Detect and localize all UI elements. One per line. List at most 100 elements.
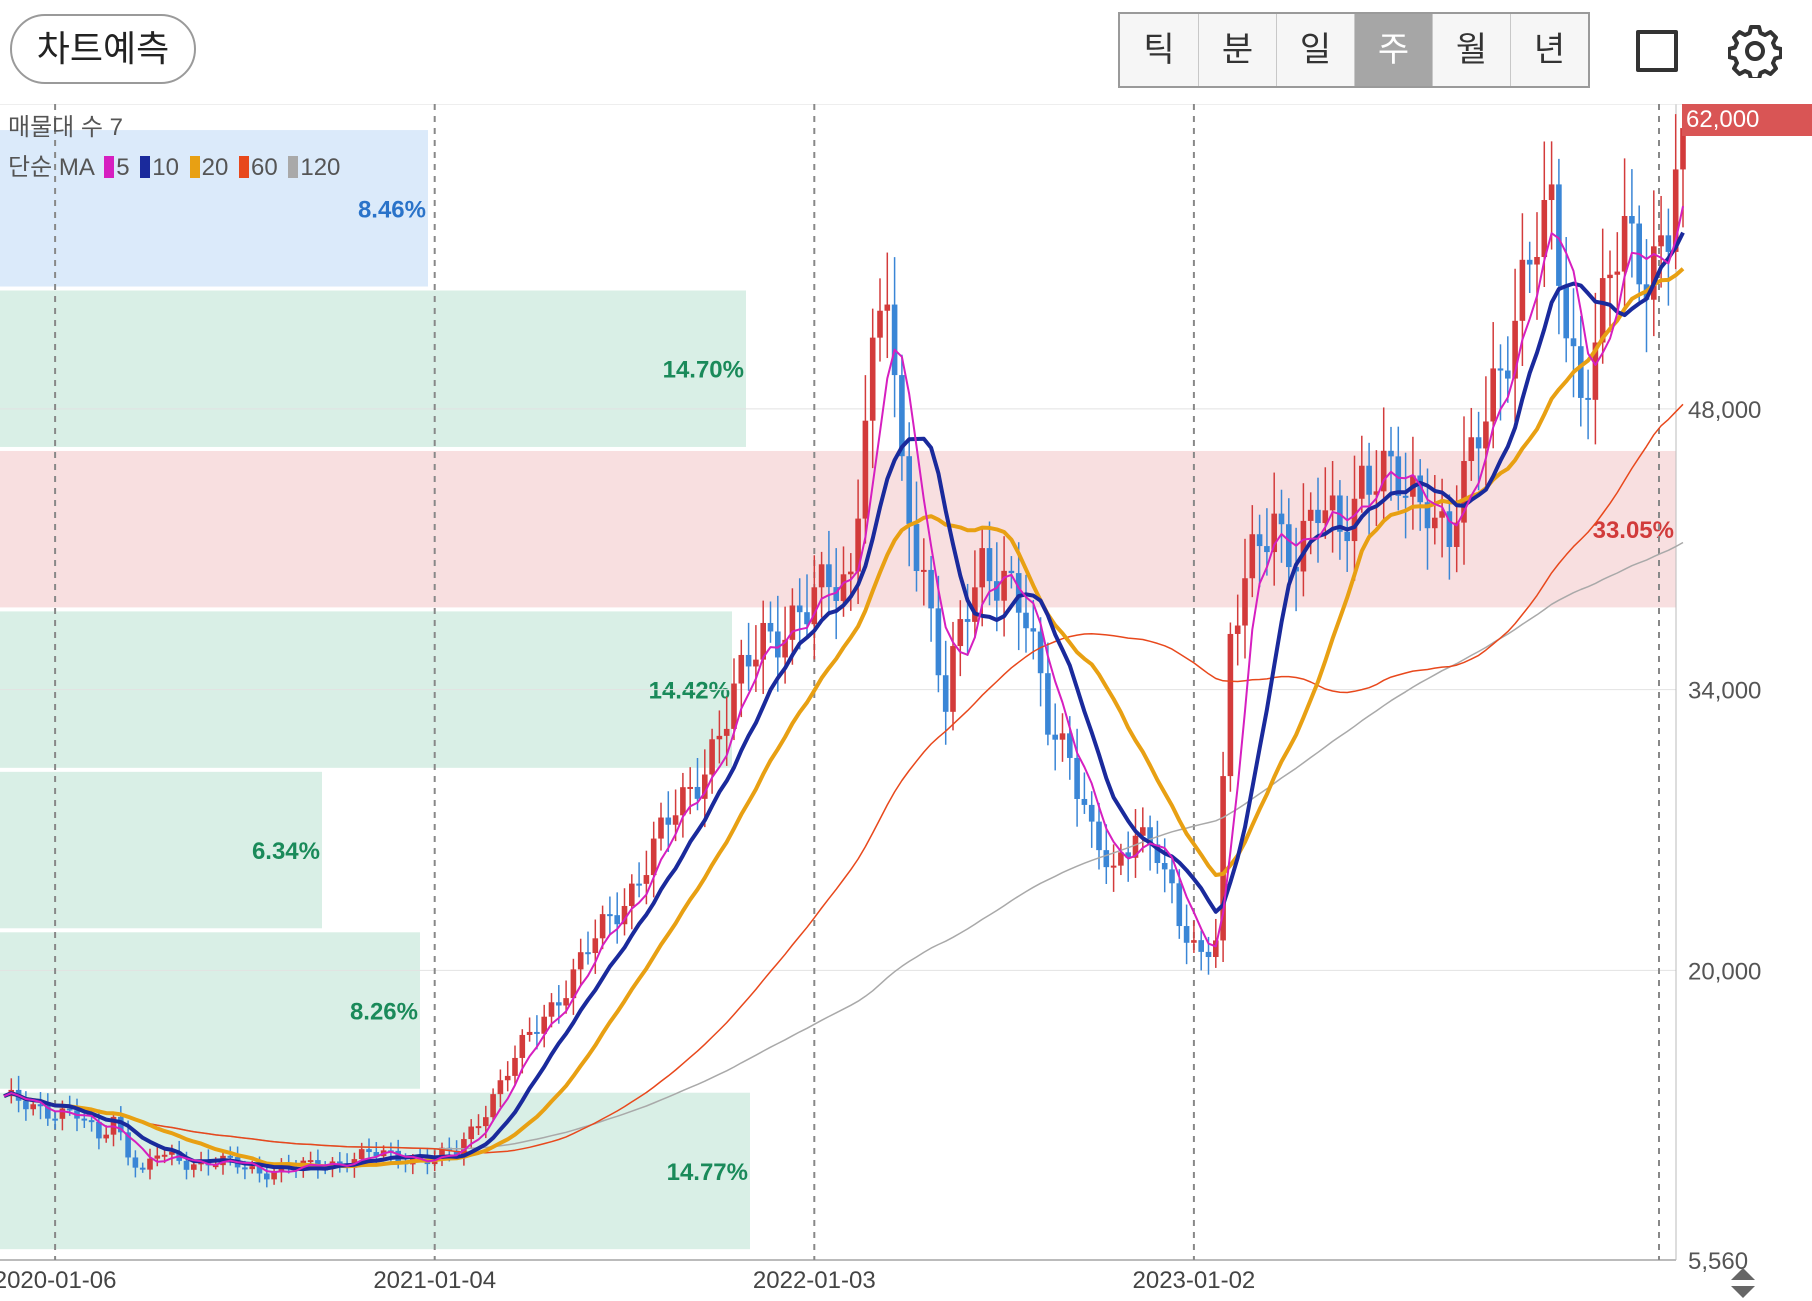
candle (585, 952, 591, 955)
candle (1475, 437, 1482, 449)
candle (687, 786, 693, 789)
candle (358, 1149, 365, 1160)
y-tick-label: 48,000 (1688, 397, 1761, 424)
candle (1526, 259, 1533, 265)
candle (1585, 397, 1591, 400)
candle (548, 1002, 555, 1017)
candle (643, 875, 650, 884)
candle (1154, 844, 1161, 864)
candle (504, 1075, 511, 1081)
candle (709, 739, 715, 775)
candle (1118, 852, 1124, 866)
scroll-arrows-icon[interactable] (1728, 1266, 1758, 1300)
candle (1227, 633, 1234, 777)
candle (490, 1094, 496, 1118)
gear-icon[interactable] (1728, 24, 1782, 78)
candle (1030, 628, 1037, 632)
candle (942, 675, 949, 712)
candle (366, 1149, 372, 1153)
candle (373, 1152, 380, 1157)
ma60-label: 60 (250, 154, 278, 181)
legend: 매물대 수 7 단순 MA 5 10 20 60 120 (8, 108, 340, 188)
candle (1541, 200, 1548, 257)
candle (147, 1158, 153, 1170)
candle (1278, 513, 1285, 525)
candle (1446, 511, 1453, 547)
candle (1271, 513, 1277, 553)
tab-minute[interactable]: 분 (1198, 14, 1276, 86)
candle (307, 1160, 314, 1163)
candle (1286, 524, 1292, 568)
candle (1563, 285, 1569, 339)
candle (1067, 733, 1073, 758)
ma10-swatch (140, 156, 151, 178)
candle (519, 1034, 526, 1058)
candle (81, 1118, 88, 1121)
candle (658, 817, 664, 839)
candle (935, 608, 942, 676)
candle (1191, 940, 1197, 943)
candle (526, 1031, 533, 1035)
x-tick-label: 2023-01-02 (1133, 1267, 1256, 1294)
tab-week[interactable]: 주 (1354, 14, 1432, 86)
candle (1329, 495, 1336, 511)
volume-profile-bar (0, 932, 420, 1089)
candle (1249, 534, 1256, 579)
candle (1125, 852, 1131, 858)
candle (994, 581, 1000, 601)
tab-year[interactable]: 년 (1510, 14, 1588, 86)
candle (1103, 850, 1110, 868)
candle (789, 605, 796, 640)
ma5-label: 5 (116, 154, 130, 181)
candle (599, 914, 606, 939)
price-chart[interactable]: 8.46% 14.70% 33.05% 14.42% 6.34% 8.26% 14.77% 4… (0, 104, 1812, 1301)
candle (242, 1167, 248, 1170)
chart-predict-button[interactable]: 차트예측 (10, 14, 196, 84)
volume-profile-percent: 14.77% (667, 1159, 748, 1186)
candle (1256, 534, 1263, 547)
volume-profile-bar (0, 130, 428, 287)
candle (702, 774, 708, 799)
candle (534, 1031, 540, 1034)
ma-legend: 단순 MA 5 10 20 60 120 (8, 148, 340, 188)
chart-area[interactable]: 8.46% 14.70% 33.05% 14.42% 6.34% 8.26% 14.77% 4… (0, 104, 1812, 1301)
candle (607, 914, 613, 917)
candle (614, 915, 620, 925)
candle (804, 612, 810, 625)
volume-profile-percent: 14.70% (663, 357, 744, 384)
candle (1534, 256, 1540, 265)
tab-tick[interactable]: 틱 (1120, 14, 1198, 86)
candle (1015, 573, 1022, 613)
candle (964, 619, 971, 622)
candle (665, 817, 672, 825)
candle (928, 569, 934, 609)
candle (738, 654, 745, 684)
candle (227, 1155, 234, 1158)
tab-month[interactable]: 월 (1432, 14, 1510, 86)
candle (1672, 169, 1679, 252)
ma20-swatch (189, 156, 200, 178)
candle (337, 1161, 343, 1164)
candle (1512, 320, 1518, 379)
square-icon[interactable] (1636, 30, 1678, 72)
ma120-label: 120 (300, 154, 341, 181)
candle (139, 1167, 146, 1170)
candle (1519, 259, 1526, 321)
candle (680, 787, 686, 816)
candle (1132, 835, 1139, 858)
candle (1497, 368, 1504, 371)
candle (1614, 271, 1621, 275)
candle (1395, 456, 1402, 496)
candle (1147, 827, 1153, 845)
x-tick-label: 2020-01-06 (0, 1267, 116, 1294)
candle (125, 1132, 131, 1158)
candle (30, 1104, 36, 1110)
candle (1037, 631, 1044, 674)
ma10-label: 10 (152, 154, 179, 181)
tab-day[interactable]: 일 (1276, 14, 1354, 86)
candle (1592, 342, 1599, 400)
candle (1322, 510, 1329, 524)
candle (862, 420, 869, 519)
candle (1307, 509, 1314, 521)
candle (891, 304, 898, 376)
